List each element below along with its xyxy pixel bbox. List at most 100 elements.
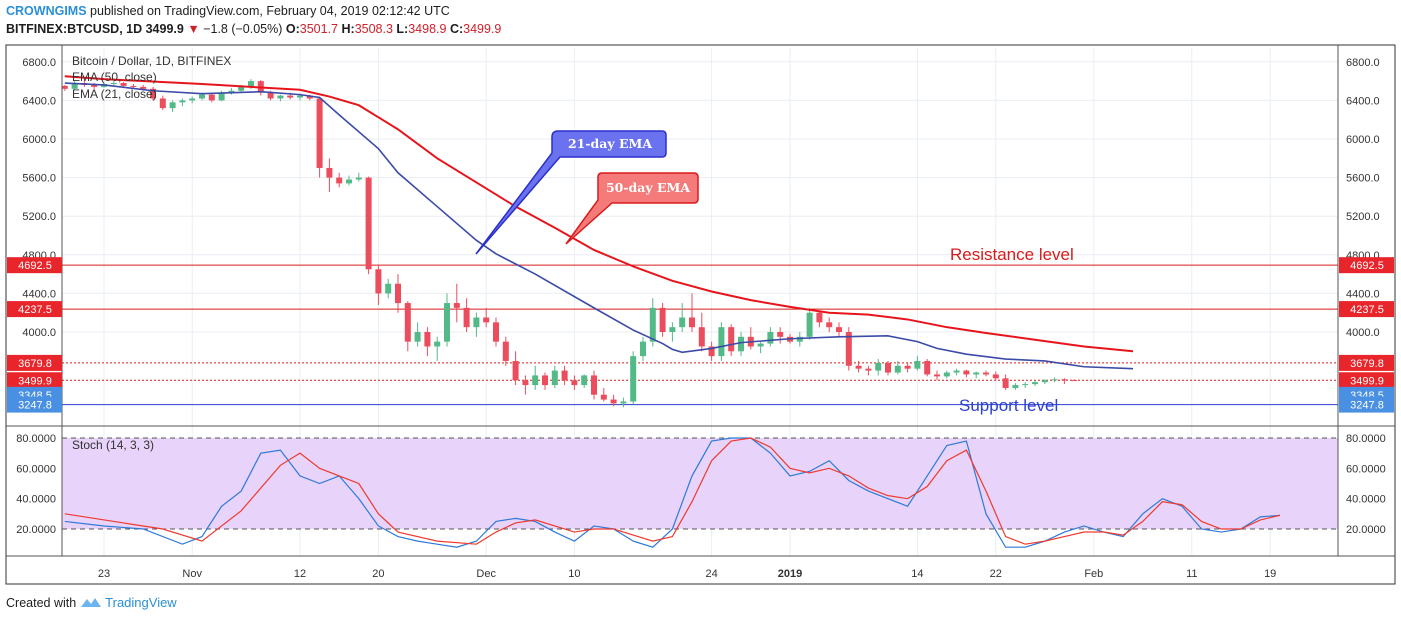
candle-body bbox=[816, 312, 823, 323]
stoch-tick-right: 40.0000 bbox=[1346, 494, 1386, 506]
candle-body bbox=[502, 341, 509, 361]
stoch-tick-left: 40.0000 bbox=[16, 494, 56, 506]
candle-body bbox=[483, 317, 490, 323]
stoch-tick-left: 20.0000 bbox=[16, 524, 56, 536]
candle-body bbox=[444, 303, 450, 342]
candle-body bbox=[267, 92, 274, 99]
candle-body bbox=[659, 307, 666, 332]
stochastic-panel bbox=[62, 437, 1338, 548]
candle-body bbox=[306, 95, 313, 99]
price-tag-text-right: 3499.9 bbox=[1350, 375, 1384, 387]
candle-body bbox=[943, 372, 950, 377]
y-tick-right: 5200.0 bbox=[1346, 211, 1380, 223]
candle-body bbox=[395, 283, 401, 304]
stoch-tick-left: 60.0000 bbox=[16, 463, 56, 475]
candle-body bbox=[738, 336, 744, 352]
x-tick-label: 11 bbox=[1186, 568, 1197, 580]
price-change: −1.8 (−0.05%) bbox=[203, 22, 283, 36]
candle-body bbox=[992, 374, 999, 379]
close-value: 3499.9 bbox=[463, 22, 502, 36]
candle-body bbox=[698, 327, 705, 347]
price-tag-left bbox=[7, 354, 62, 371]
candle-body bbox=[326, 167, 333, 178]
high-value: 3508.3 bbox=[354, 22, 393, 36]
stoch-tick-right: 80.0000 bbox=[1346, 433, 1386, 445]
tradingview-brand[interactable]: TradingView bbox=[105, 595, 177, 610]
candle-body bbox=[649, 307, 656, 342]
y-tick-left: 6800.0 bbox=[22, 57, 56, 69]
publish-info: CROWNGIMS published on TradingView.com, … bbox=[6, 4, 450, 18]
candle-body bbox=[120, 83, 127, 86]
candle-body bbox=[757, 343, 764, 347]
candle-body bbox=[159, 98, 166, 109]
candle-body bbox=[953, 370, 960, 373]
candle-body bbox=[561, 370, 568, 381]
candle-body bbox=[1071, 380, 1078, 382]
stoch-band bbox=[62, 438, 1338, 529]
y-tick-left: 4400.0 bbox=[22, 288, 56, 300]
candle-body bbox=[1061, 379, 1068, 381]
legend-title: Bitcoin / Dollar, 1D, BITFINEX bbox=[72, 54, 231, 68]
stoch-tick-right: 20.0000 bbox=[1346, 524, 1386, 536]
candle-body bbox=[297, 95, 303, 98]
created-with-text: Created with bbox=[6, 596, 77, 610]
footer: Created with TradingView bbox=[6, 595, 177, 610]
low-value: 3498.9 bbox=[408, 22, 447, 36]
y-tick-left: 5200.0 bbox=[22, 211, 56, 223]
legend-ema50: EMA (50, close) bbox=[72, 70, 157, 84]
price-tag-right bbox=[1339, 396, 1394, 413]
price-tag-text-right: 3247.8 bbox=[1350, 400, 1384, 412]
callouts: 21-day EMA 50-day EMA bbox=[475, 130, 699, 255]
candle-body bbox=[218, 92, 225, 101]
y-tick-left: 5600.0 bbox=[22, 173, 56, 185]
candle-body bbox=[1051, 379, 1058, 381]
candle-body bbox=[894, 365, 901, 373]
price-tag-right bbox=[1339, 257, 1394, 274]
candle-body bbox=[640, 341, 646, 357]
price-tag-text-right: 3679.8 bbox=[1350, 358, 1384, 370]
candle-body bbox=[248, 81, 254, 87]
candle-body bbox=[924, 360, 931, 375]
candle-body bbox=[91, 84, 98, 87]
author-name[interactable]: CROWNGIMS bbox=[6, 4, 87, 18]
candle-body bbox=[512, 360, 519, 381]
candle-body bbox=[904, 365, 911, 369]
x-tick-label: 19 bbox=[1264, 568, 1276, 580]
high-label: H: bbox=[341, 22, 355, 36]
price-tag-right bbox=[1339, 301, 1394, 318]
level-lines bbox=[62, 264, 1338, 406]
candle-body bbox=[855, 365, 862, 369]
candle-body bbox=[551, 370, 558, 386]
candle-body bbox=[708, 346, 715, 357]
candle-body bbox=[591, 375, 597, 395]
candle-body bbox=[179, 100, 186, 103]
candle-body bbox=[728, 327, 735, 352]
candle-body bbox=[493, 322, 499, 342]
support-label: Support level bbox=[959, 396, 1058, 415]
y-tick-left: 6000.0 bbox=[22, 134, 56, 146]
candle-body bbox=[963, 370, 970, 375]
candle-body bbox=[1032, 382, 1038, 385]
price-tag-text-left: 3247.8 bbox=[18, 400, 52, 412]
candle-body bbox=[424, 332, 431, 347]
candle-body bbox=[434, 341, 441, 347]
candle-body bbox=[346, 179, 352, 184]
candle-body bbox=[1012, 385, 1019, 388]
resistance-label: Resistance level bbox=[950, 245, 1074, 264]
candle-body bbox=[542, 375, 548, 386]
price-tag-left bbox=[7, 301, 62, 318]
candle-body bbox=[208, 94, 215, 101]
candle-body bbox=[238, 86, 245, 91]
candle-body bbox=[679, 317, 686, 328]
candle-body bbox=[1002, 378, 1009, 388]
down-arrow-icon: ▼ bbox=[187, 22, 200, 36]
candle-body bbox=[767, 332, 774, 344]
x-tick-label: 12 bbox=[294, 568, 306, 580]
candle-body bbox=[610, 399, 617, 404]
candle-body bbox=[973, 372, 980, 375]
candle-body bbox=[71, 83, 78, 89]
price-tag-right bbox=[1339, 354, 1394, 371]
y-tick-right: 6800.0 bbox=[1346, 57, 1380, 69]
